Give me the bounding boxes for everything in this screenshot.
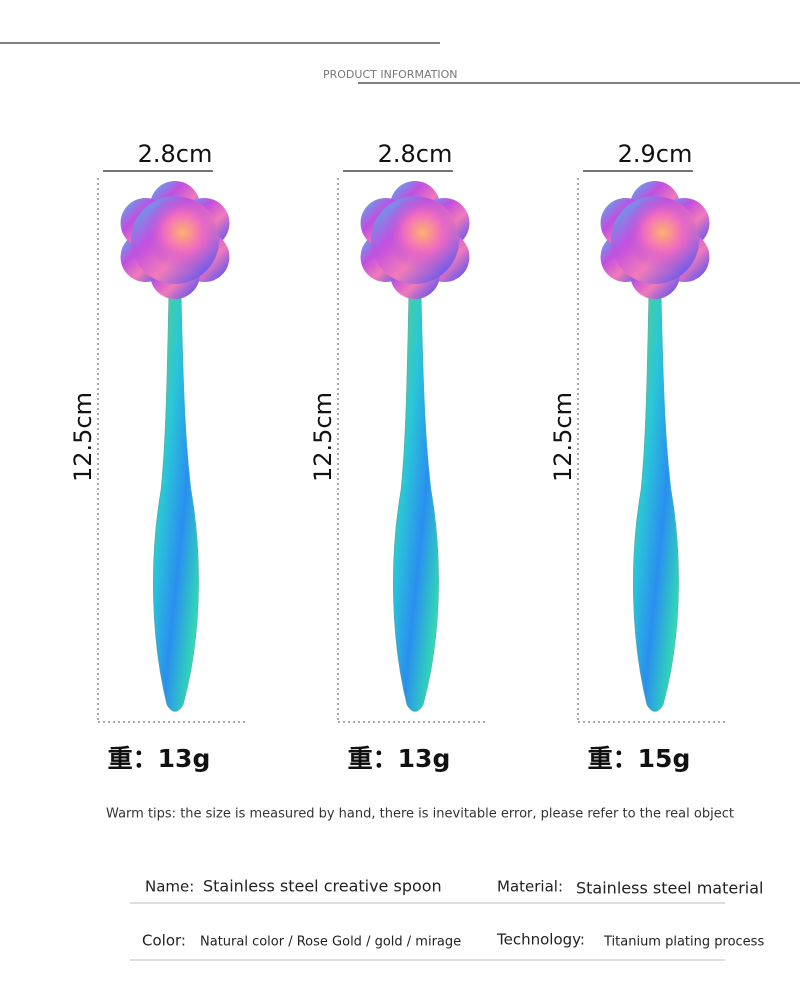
spoon-gallery: 2.8cm 12.5cm 重：13g 2.8cm 12.5cm 重：13g 2.9cm 12.… — [69, 140, 725, 773]
spec-label: Name: — [145, 878, 194, 896]
spoon-weight: 重：13g — [348, 744, 451, 773]
spec-value: Stainless steel creative spoon — [203, 877, 442, 896]
header-title: PRODUCT INFORMATION — [323, 68, 457, 81]
spoon-length: 12.5cm — [549, 392, 577, 482]
spoon-card: 2.8cm 12.5cm 重：13g — [309, 140, 485, 773]
spoon-width: 2.8cm — [378, 140, 453, 168]
spoon-length: 12.5cm — [69, 392, 97, 482]
spec-value: Natural color / Rose Gold / gold / mirag… — [200, 935, 461, 950]
spoon-center — [141, 198, 217, 274]
spoon-card: 2.8cm 12.5cm 重：13g — [69, 140, 245, 773]
spoon-card: 2.9cm 12.5cm 重：15g — [549, 140, 725, 773]
spoon-weight: 重：15g — [588, 744, 691, 773]
spoon-width: 2.8cm — [138, 140, 213, 168]
spoon-width: 2.9cm — [618, 140, 693, 168]
spoon-center — [381, 198, 457, 274]
spoon-weight: 重：13g — [108, 744, 211, 773]
spoon-center — [621, 198, 697, 274]
spoon-handle — [393, 289, 439, 712]
tips: Warm tips: the size is measured by hand,… — [106, 807, 734, 822]
spec-label: Material: — [497, 878, 563, 896]
spec-value: Titanium plating process — [603, 935, 764, 950]
spoon-handle — [153, 289, 199, 712]
spoon-length: 12.5cm — [309, 392, 337, 482]
spec-label: Color: — [142, 932, 186, 950]
spec-value: Stainless steel material — [576, 879, 763, 898]
spoon-handle — [633, 289, 679, 712]
spec-label: Technology: — [496, 931, 585, 949]
